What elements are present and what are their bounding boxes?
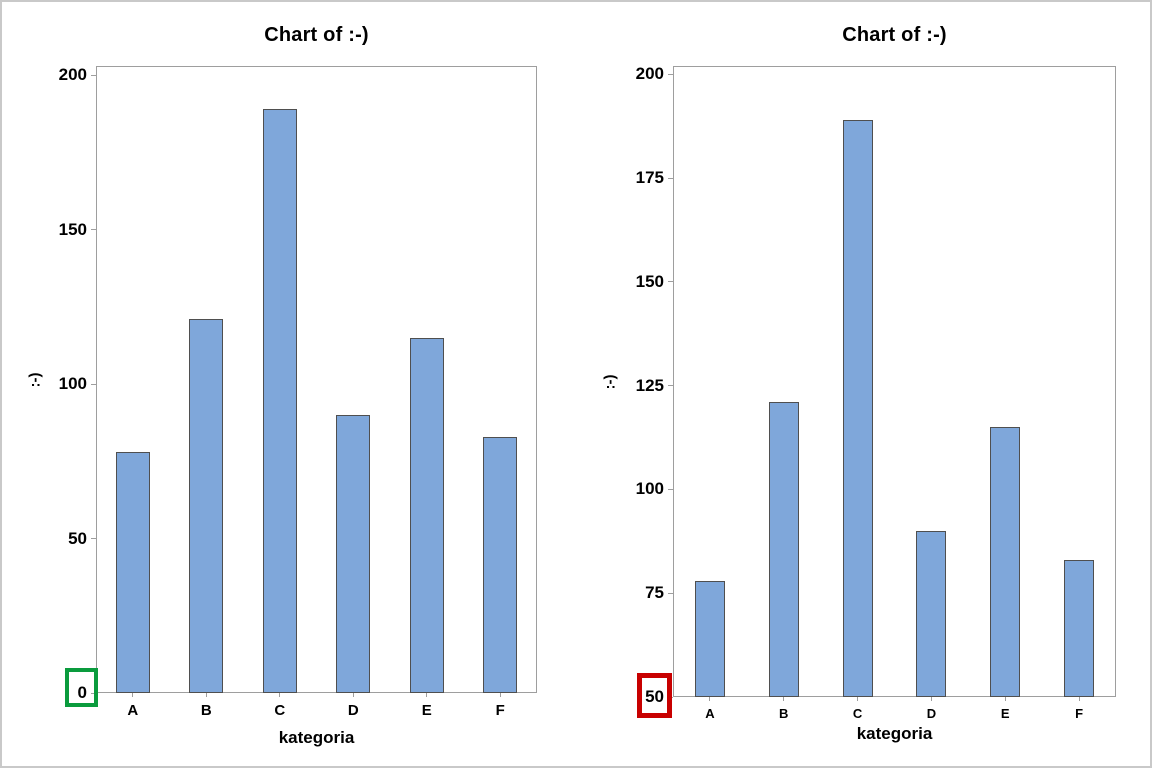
- x-tick-mark: [857, 697, 859, 701]
- y-tick-label: 75: [645, 583, 664, 603]
- bar-A: [115, 452, 150, 693]
- red-highlight-box: [637, 672, 672, 718]
- x-tick-mark: [499, 693, 501, 697]
- bar-C: [842, 119, 873, 697]
- y-tick-label: 50: [645, 687, 664, 706]
- y-tick-label: 100: [635, 479, 664, 499]
- x-tick-mark: [930, 697, 932, 701]
- x-axis-label: kategoria: [278, 728, 355, 747]
- x-tick-label-A: A: [127, 702, 139, 719]
- bar-B: [189, 319, 224, 693]
- bar-F: [483, 436, 518, 693]
- x-tick-label-F: F: [495, 702, 505, 719]
- x-tick-label-B: B: [779, 706, 789, 721]
- plot-area: [673, 66, 1116, 697]
- y-tick-mark: [91, 692, 96, 694]
- bar-E: [990, 427, 1021, 697]
- x-tick-label-B: B: [200, 702, 212, 719]
- x-tick-mark: [709, 697, 711, 701]
- chart-title: Chart of :-): [842, 24, 947, 46]
- x-tick-label-D: D: [347, 702, 359, 719]
- x-tick-label-E: E: [1000, 706, 1010, 721]
- bar-B: [768, 402, 799, 697]
- bar-A: [694, 580, 725, 697]
- y-tick-mark: [668, 177, 673, 179]
- bar-F: [1064, 560, 1095, 697]
- green-highlight-box: [65, 667, 98, 707]
- chart-title: Chart of :-): [264, 24, 369, 46]
- bar-E: [409, 337, 444, 693]
- x-tick-label-A: A: [705, 706, 715, 721]
- x-axis-label: kategoria: [856, 724, 933, 743]
- y-tick-label: 175: [635, 168, 664, 188]
- x-tick-label-F: F: [1075, 706, 1084, 721]
- y-tick-mark: [668, 281, 673, 283]
- y-tick-label: 100: [58, 374, 87, 394]
- x-tick-label-D: D: [926, 706, 937, 721]
- x-tick-label-C: C: [852, 706, 863, 721]
- x-tick-mark: [352, 693, 354, 697]
- bar-chart-panel-left: Chart of :-) :-) kategoria 0 50 100 150 200 A…: [2, 2, 578, 766]
- y-tick-label: 0: [77, 683, 87, 702]
- y-tick-mark: [91, 383, 96, 385]
- y-tick-label: 150: [58, 219, 87, 239]
- x-tick-label-E: E: [421, 702, 432, 719]
- plot-area: [96, 66, 537, 693]
- x-tick-label-C: C: [274, 702, 286, 719]
- x-tick-mark: [1004, 697, 1006, 701]
- y-tick-label: 125: [635, 375, 664, 395]
- bar-D: [336, 415, 371, 693]
- y-tick-label: 50: [68, 528, 87, 548]
- y-tick-mark: [91, 74, 96, 76]
- bar-D: [916, 530, 947, 697]
- x-tick-mark: [205, 693, 207, 697]
- bar-chart-panel-right: Chart of :-) :-) kategoria 50 75 100 125 150…: [578, 2, 1150, 766]
- y-tick-mark: [668, 73, 673, 75]
- y-tick-mark: [91, 229, 96, 231]
- x-tick-mark: [426, 693, 428, 697]
- y-tick-mark: [91, 538, 96, 540]
- x-tick-mark: [1078, 697, 1080, 701]
- y-tick-label: 200: [58, 65, 87, 85]
- y-tick-label: 200: [635, 64, 664, 84]
- y-tick-mark: [668, 385, 673, 387]
- x-tick-mark: [783, 697, 785, 701]
- x-tick-mark: [279, 693, 281, 697]
- y-tick-mark: [668, 592, 673, 594]
- x-tick-mark: [132, 693, 134, 697]
- bar-C: [262, 109, 297, 693]
- y-tick-label: 150: [635, 271, 664, 291]
- y-tick-mark: [668, 488, 673, 490]
